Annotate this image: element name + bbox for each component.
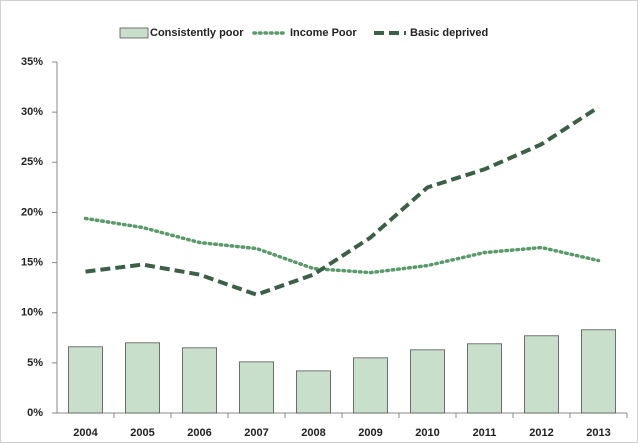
legend-swatch — [119, 27, 149, 39]
legend-label: Basic deprived — [410, 27, 488, 39]
bar — [238, 361, 274, 414]
bar — [352, 357, 388, 414]
y-tick-label: 35% — [21, 56, 43, 68]
bar — [409, 349, 445, 414]
x-tick-label: 2006 — [187, 427, 211, 439]
x-tick-label: 2007 — [244, 427, 268, 439]
bar — [466, 343, 502, 414]
bar — [524, 335, 560, 414]
x-tick-label: 2010 — [415, 427, 439, 439]
x-tick-label: 2009 — [358, 427, 382, 439]
bar — [581, 329, 617, 414]
x-tick-label: 2008 — [301, 427, 325, 439]
x-tick-label: 2013 — [586, 427, 610, 439]
x-tick-label: 2004 — [73, 427, 98, 439]
y-tick-label: 25% — [21, 156, 43, 168]
x-tick-label: 2011 — [473, 427, 497, 439]
bar — [181, 347, 217, 414]
bar — [295, 370, 331, 414]
y-tick-label: 30% — [21, 106, 43, 118]
y-tick-label: 10% — [21, 307, 43, 319]
bar — [68, 346, 104, 414]
line — [83, 216, 601, 275]
legend-label: Income Poor — [290, 27, 357, 39]
legend-label: Consistently poor — [150, 27, 244, 39]
line — [85, 105, 600, 297]
y-tick-label: 20% — [21, 206, 43, 218]
x-tick-label: 2005 — [130, 427, 154, 439]
x-tick-label: 2012 — [529, 427, 553, 439]
y-tick-label: 15% — [21, 256, 43, 268]
y-tick-label: 0% — [27, 407, 43, 419]
y-tick-label: 5% — [27, 357, 43, 369]
bar — [125, 342, 161, 414]
